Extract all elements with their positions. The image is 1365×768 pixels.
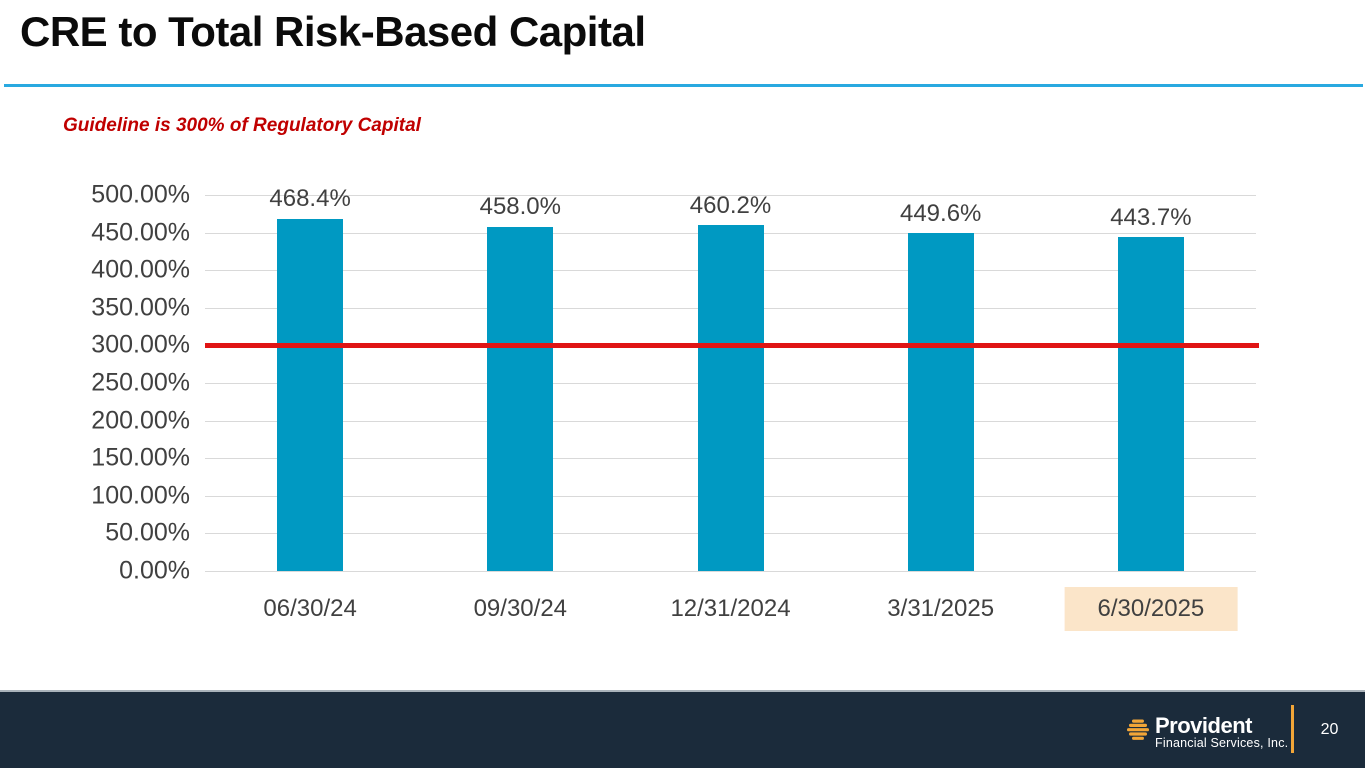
bar (697, 224, 764, 571)
bar-value-label: 449.6% (899, 199, 982, 227)
bar (907, 232, 974, 571)
footer-bar: Provident Financial Services, Inc. 20 (0, 690, 1365, 768)
title-divider (4, 84, 1363, 87)
y-axis-tick-label: 300.00% (91, 330, 190, 359)
guideline-300-line (205, 343, 1259, 349)
y-axis-tick-label: 100.00% (91, 481, 190, 510)
page-title: CRE to Total Risk-Based Capital (20, 8, 646, 55)
beehive-icon (1127, 719, 1149, 740)
logo-company-name: Provident (1155, 713, 1252, 738)
guideline-note: Guideline is 300% of Regulatory Capital (63, 115, 421, 136)
bar-chart-plot-area: 468.4% 458.0% 460.2% 449.6% 443.7% (205, 185, 1259, 572)
gridline (205, 571, 1256, 572)
y-axis-tick-label: 200.00% (91, 406, 190, 435)
y-axis-tick-label: 500.00% (91, 180, 190, 209)
bar (277, 218, 344, 571)
bar (487, 226, 554, 571)
bar (1117, 237, 1184, 571)
footer-divider-line (1291, 705, 1294, 753)
gridline (205, 195, 1256, 196)
x-axis-label: 06/30/24 (263, 595, 357, 622)
bar-value-label: 443.7% (1110, 203, 1192, 231)
x-axis-label: 09/30/24 (473, 595, 568, 622)
y-axis-tick-label: 250.00% (91, 368, 190, 397)
x-axis: 06/30/24 09/30/24 12/31/2024 3/31/2025 6/30/… (205, 585, 1256, 635)
bar-value-label: 458.0% (479, 193, 561, 221)
x-axis-label: 3/31/2025 (887, 595, 995, 622)
x-axis-label-highlighted: 6/30/2025 (1064, 587, 1238, 631)
y-axis-tick-label: 450.00% (91, 218, 190, 247)
y-axis-tick-label: 350.00% (91, 293, 190, 322)
page-number: 20 (1320, 721, 1339, 738)
company-logo: Provident Financial Services, Inc. (1126, 713, 1289, 751)
bar-value-label: 468.4% (269, 185, 351, 213)
y-axis-tick-label: 0.00% (119, 556, 190, 585)
y-axis: 500.00% 450.00% 400.00% 350.00% 300.00% 250.0… (55, 182, 190, 583)
logo-text: Provident Financial Services, Inc. (1155, 713, 1289, 751)
y-axis-tick-label: 400.00% (91, 255, 190, 284)
y-axis-tick-label: 150.00% (91, 443, 190, 472)
logo-company-subtitle: Financial Services, Inc. (1155, 736, 1289, 750)
x-axis-label: 12/31/2024 (670, 595, 791, 622)
bar-value-label: 460.2% (689, 191, 772, 219)
y-axis-tick-label: 50.00% (105, 518, 190, 547)
